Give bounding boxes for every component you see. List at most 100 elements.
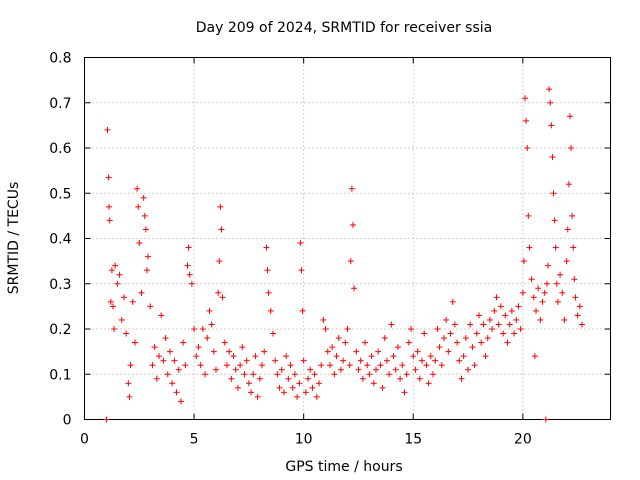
data-point: [425, 380, 432, 387]
data-point: [561, 316, 568, 323]
data-point: [153, 375, 160, 382]
data-point: [116, 271, 123, 278]
data-point: [410, 353, 417, 360]
grid-lines: [84, 57, 611, 420]
data-point: [471, 362, 478, 369]
data-point: [252, 353, 259, 360]
data-point: [574, 312, 581, 319]
data-point: [392, 366, 399, 373]
data-point: [349, 221, 356, 228]
data-point: [188, 280, 195, 287]
data-point: [193, 353, 200, 360]
x-tick-label: 10: [295, 432, 313, 448]
data-point: [383, 357, 390, 364]
data-point: [208, 321, 215, 328]
data-point: [289, 384, 296, 391]
data-point: [530, 294, 537, 301]
data-point: [357, 357, 364, 364]
data-point: [283, 353, 290, 360]
data-point: [460, 353, 467, 360]
data-point: [438, 362, 445, 369]
data-point: [550, 190, 557, 197]
data-point: [197, 362, 204, 369]
data-point: [351, 285, 358, 292]
data-point: [564, 226, 571, 233]
data-point: [545, 262, 552, 269]
data-point: [445, 348, 452, 355]
data-point: [250, 371, 257, 378]
data-point: [335, 335, 342, 342]
data-point: [147, 303, 154, 310]
data-point: [434, 326, 441, 332]
data-point: [185, 244, 192, 251]
data-point: [305, 375, 312, 382]
data-point: [191, 326, 198, 332]
data-point: [202, 371, 209, 378]
data-point: [331, 371, 338, 378]
data-point: [263, 244, 270, 251]
data-point: [482, 353, 489, 360]
data-point: [476, 312, 482, 319]
data-point: [517, 326, 524, 332]
data-point: [394, 344, 401, 351]
data-point: [138, 289, 145, 296]
data-point: [216, 258, 223, 265]
x-tick-label: 5: [190, 432, 199, 448]
data-point: [125, 380, 132, 387]
data-point: [149, 362, 156, 369]
data-point: [419, 357, 426, 364]
data-point: [245, 380, 252, 387]
data-point: [579, 321, 586, 328]
data-point: [342, 339, 349, 346]
data-point: [239, 344, 246, 351]
data-point: [182, 362, 189, 369]
data-point: [307, 366, 314, 373]
data-point: [456, 357, 463, 364]
data-point: [228, 375, 235, 382]
data-point: [126, 393, 133, 400]
data-point: [109, 303, 116, 310]
data-point: [566, 113, 573, 120]
data-point: [248, 389, 255, 396]
data-point: [546, 86, 553, 93]
data-point: [405, 339, 412, 346]
data-point: [296, 380, 303, 387]
data-point: [467, 321, 474, 328]
data-point: [403, 371, 410, 378]
data-point: [570, 244, 577, 251]
y-tick-label: 0.7: [49, 96, 71, 112]
data-point: [299, 307, 306, 314]
data-point: [143, 267, 150, 274]
data-point: [554, 298, 561, 305]
data-point: [535, 285, 542, 292]
data-point: [412, 366, 419, 373]
data-point: [175, 366, 182, 373]
data-point: [120, 294, 127, 301]
data-point: [285, 375, 292, 382]
data-point: [206, 307, 213, 314]
data-point: [523, 117, 530, 124]
data-point: [297, 240, 304, 247]
data-point: [379, 384, 386, 391]
data-point: [337, 366, 344, 373]
y-tick-label: 0.2: [49, 322, 71, 338]
data-point: [111, 326, 118, 332]
data-point: [462, 335, 469, 342]
x-axis-label: GPS time / hours: [285, 459, 402, 475]
data-point: [265, 289, 272, 296]
data-point: [217, 203, 224, 210]
data-point: [129, 298, 136, 305]
data-point: [135, 203, 142, 210]
data-point: [416, 375, 423, 382]
y-axis-label: SRMTID / TECUs: [6, 182, 22, 295]
data-point: [543, 280, 550, 287]
data-point: [388, 321, 395, 328]
data-point: [372, 366, 379, 373]
data-point: [364, 362, 371, 369]
data-point: [210, 348, 217, 355]
axis-ticks: 0 0.1 0.2 0.3 0.4 0.5 0.6 0.7 0.8 0 5 10 15 20: [49, 51, 611, 448]
data-point: [226, 348, 233, 355]
chart-title: Day 209 of 2024, SRMTID for receiver ssi…: [196, 20, 492, 36]
data-point: [171, 357, 178, 364]
data-point: [486, 316, 493, 323]
